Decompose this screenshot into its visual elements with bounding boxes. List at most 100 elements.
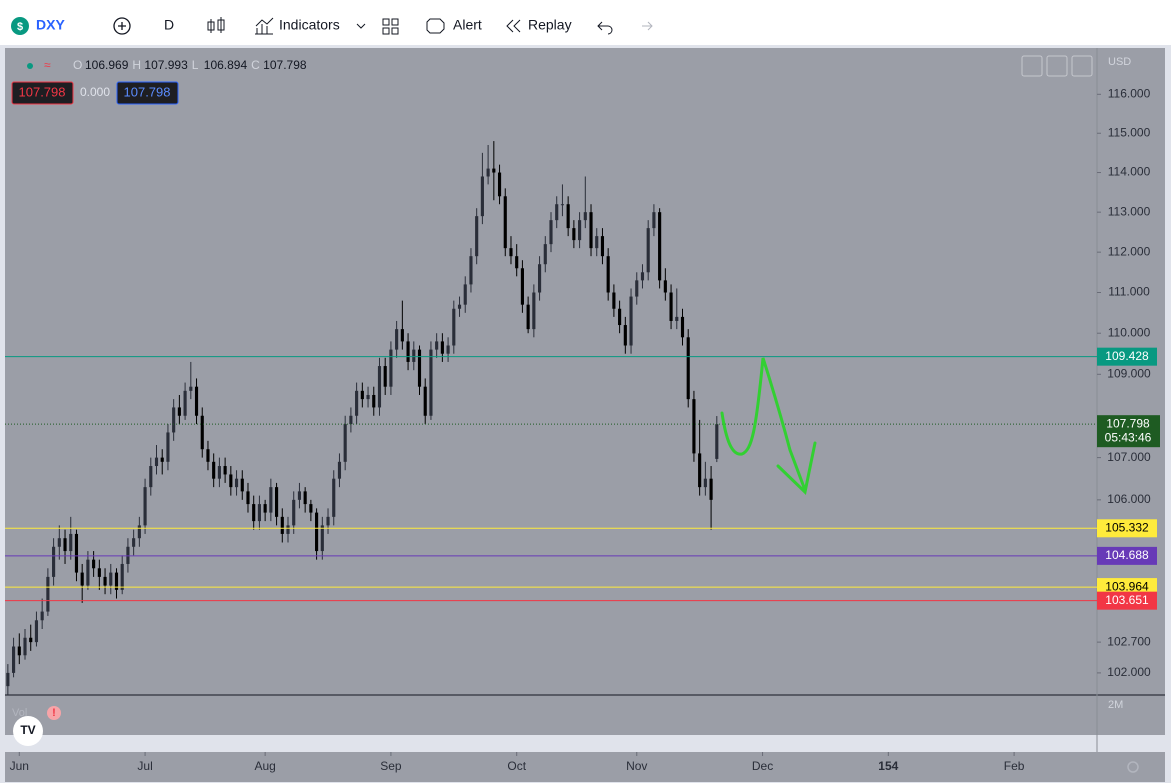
candle-body: [212, 461, 216, 479]
candle-body: [429, 349, 433, 416]
level-price-tag: [1097, 546, 1157, 565]
candle-body: [589, 212, 593, 249]
candle-body: [92, 559, 96, 569]
candle-body: [658, 212, 662, 281]
candle-body: [286, 525, 290, 534]
undo-icon[interactable]: [597, 21, 613, 35]
candle-body: [74, 533, 79, 573]
y-tick-label: 111.000: [1108, 285, 1150, 299]
candle-body: [680, 316, 685, 338]
candle-body: [320, 525, 324, 552]
candle-body: [97, 568, 101, 577]
scroll-button[interactable]: [1021, 55, 1043, 77]
candle-body: [669, 292, 673, 321]
ohlc-key: C: [251, 58, 260, 72]
add-icon[interactable]: [113, 17, 131, 35]
templates-icon[interactable]: [382, 18, 399, 35]
x-tick-label: Sep: [380, 759, 402, 773]
symbol-button[interactable]: $ DXY: [11, 17, 65, 35]
currency-label: USD: [1108, 56, 1131, 68]
status-dot: [27, 63, 33, 69]
candle-body: [492, 168, 496, 173]
candle-body: [29, 637, 33, 643]
candle-body: [12, 646, 16, 673]
chart-background: [5, 48, 1097, 735]
candle-body: [515, 256, 519, 269]
candle-body: [686, 337, 690, 400]
candle-body: [497, 172, 502, 197]
candle-body: [17, 646, 21, 656]
candle-body: [555, 204, 559, 221]
candle-body: [246, 491, 250, 505]
level-price-label: 103.651: [1105, 593, 1149, 607]
ohlc-value: 106.969: [85, 58, 129, 72]
candle-body: [675, 316, 679, 321]
candle-body: [132, 538, 136, 547]
ohlc-value: 107.798: [263, 58, 307, 72]
candle-body: [457, 304, 462, 309]
candle-body: [57, 538, 61, 547]
candle-body: [572, 228, 576, 241]
candle-body: [417, 349, 422, 387]
candle-body: [698, 453, 702, 488]
ask-price: 107.798: [124, 84, 171, 99]
candle-body: [612, 292, 616, 309]
replay-button[interactable]: Replay: [528, 17, 572, 33]
candle-body: [217, 466, 221, 479]
y-tick-label: 112.000: [1108, 244, 1151, 258]
candle-body: [240, 478, 244, 492]
candle-body: [532, 292, 536, 330]
chart-type-icon[interactable]: [207, 17, 225, 33]
level-price-tag: [1097, 519, 1157, 538]
candle-body: [149, 466, 153, 488]
candle-body: [446, 345, 450, 354]
x-tick-label: Feb: [1004, 759, 1025, 773]
replay-icon: [506, 19, 521, 33]
indicators-button[interactable]: Indicators: [279, 17, 340, 33]
level-price-label: 103.964: [1105, 579, 1149, 593]
candle-body: [549, 220, 553, 245]
alert-button[interactable]: Alert: [453, 17, 482, 33]
candle-body: [440, 341, 444, 354]
maximize-button[interactable]: [1071, 55, 1093, 77]
level-price-tag: [1097, 578, 1157, 597]
caret[interactable]: [356, 23, 366, 29]
x-tick-label: Aug: [254, 759, 275, 773]
collapse-button[interactable]: [1046, 55, 1068, 77]
symbol-icon-glyph: $: [17, 21, 23, 33]
level-price-label: 109.428: [1105, 349, 1149, 363]
level-price-tag: [1097, 347, 1157, 366]
candle-body: [154, 457, 159, 467]
add-icon-plus: [118, 22, 126, 30]
candle-body: [137, 525, 141, 539]
interval[interactable]: D: [164, 17, 174, 33]
spread: 0.000: [80, 85, 110, 99]
bar-countdown: 05:43:46: [1105, 430, 1152, 444]
tradingview-logo-glyph: TV: [20, 723, 35, 737]
symbol-icon: [11, 17, 29, 35]
volume-label: Vol: [12, 707, 27, 719]
candle-body: [377, 366, 382, 408]
y-tick-label: 106.000: [1107, 492, 1151, 506]
x-tick-label: Dec: [752, 759, 773, 773]
candle-body: [606, 256, 610, 293]
candle-body: [343, 424, 347, 462]
ask-box: [116, 81, 179, 105]
redo-icon[interactable]: [642, 21, 653, 31]
candle-body: [23, 637, 27, 656]
candle-body: [480, 176, 484, 217]
ohlc-value: 106.894: [204, 58, 248, 72]
candle-body: [355, 390, 359, 416]
y-tick-label: 102.000: [1107, 665, 1151, 679]
tradingview-logo[interactable]: [13, 716, 43, 746]
ohlc-key: H: [132, 58, 141, 72]
level-price-tag: [1097, 591, 1157, 610]
candle-body: [257, 504, 261, 522]
ohlc-key: O: [73, 58, 82, 72]
x-tick-label: Jun: [10, 759, 29, 773]
volume-warning-icon[interactable]: [47, 706, 61, 720]
settings-icon[interactable]: [1127, 761, 1139, 773]
candle-body: [629, 296, 633, 346]
candle-body: [709, 478, 713, 500]
